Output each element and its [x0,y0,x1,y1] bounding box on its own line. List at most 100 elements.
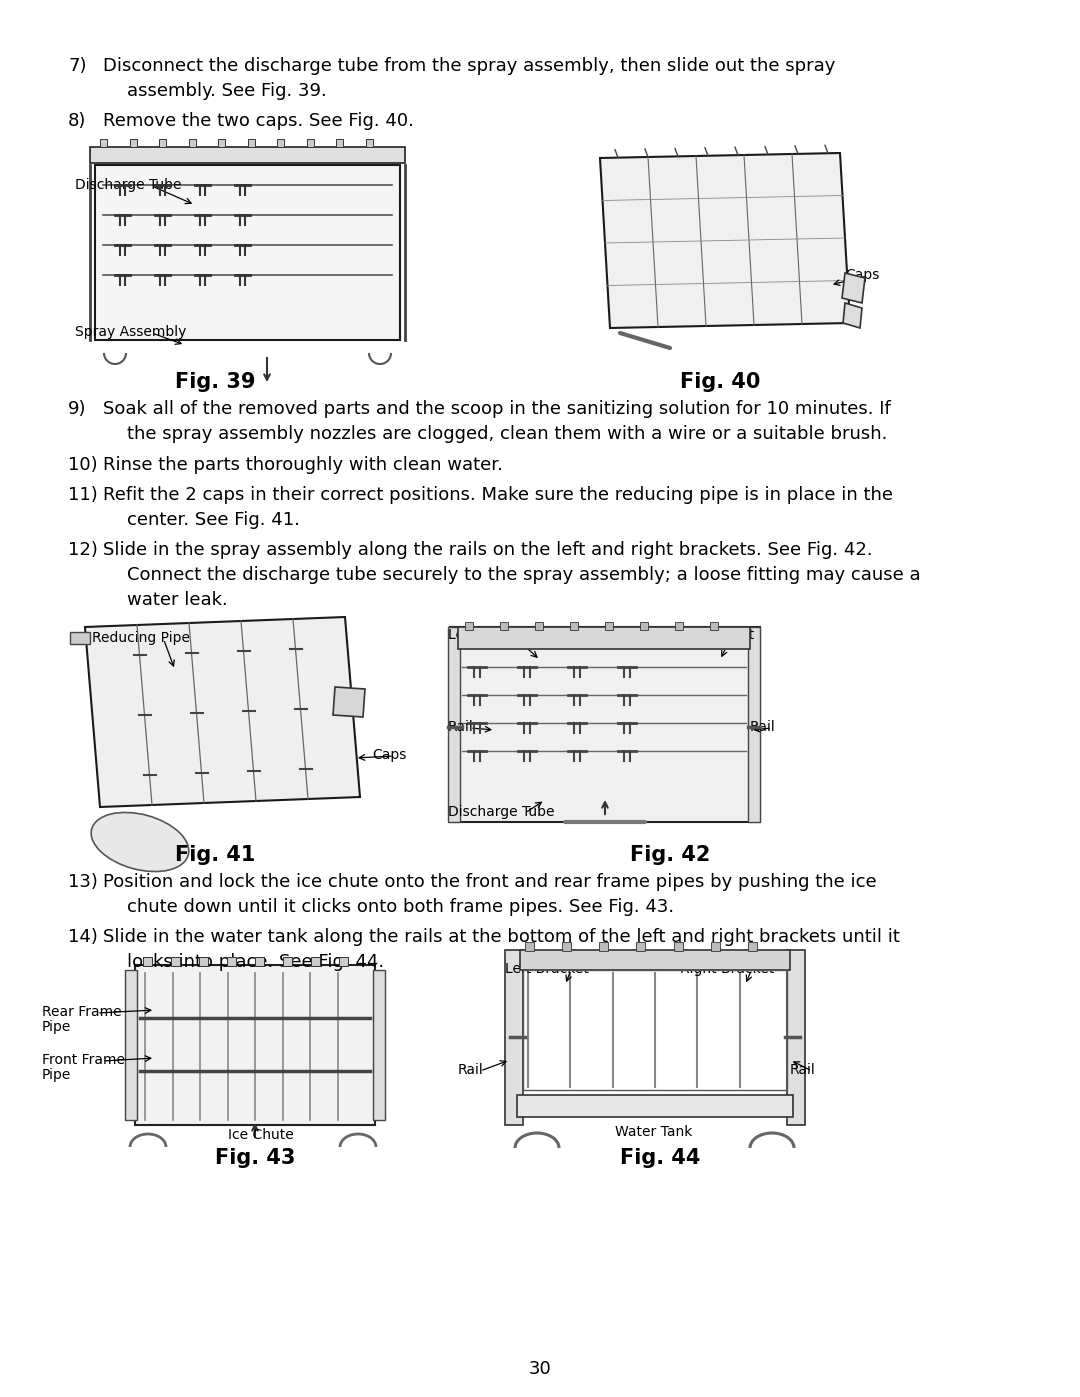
Bar [448,627,460,821]
Bar [171,957,180,965]
Text: Rail: Rail [750,719,775,733]
Text: Pipe: Pipe [42,1067,71,1083]
Bar [100,138,107,147]
Text: Slide in the water tank along the rails at the bottom of the left and right brac: Slide in the water tank along the rails … [103,928,900,946]
Text: Discharge Tube: Discharge Tube [75,177,181,191]
Bar [95,165,400,339]
Bar [605,622,613,630]
Bar [70,631,90,644]
Bar [748,627,760,821]
Text: Rail: Rail [789,1063,815,1077]
Text: chute down until it clicks onto both frame pipes. See Fig. 43.: chute down until it clicks onto both fra… [127,898,674,916]
Bar [563,942,571,951]
Text: 8): 8) [68,112,86,130]
Text: Fig. 41: Fig. 41 [175,845,255,865]
Bar [710,622,718,630]
Ellipse shape [91,813,189,872]
Text: Position and lock the ice chute onto the front and rear frame pipes by pushing t: Position and lock the ice chute onto the… [103,873,877,891]
Text: Refit the 2 caps in their correct positions. Make sure the reducing pipe is in p: Refit the 2 caps in their correct positi… [103,486,893,504]
Text: locks into place. See Fig. 44.: locks into place. See Fig. 44. [127,953,384,971]
Text: 11): 11) [68,486,98,504]
Bar [199,957,208,965]
Bar [519,950,789,970]
Text: Right Bracket: Right Bracket [680,963,774,977]
Polygon shape [85,617,360,807]
Text: 12): 12) [68,541,98,559]
Text: Fig. 42: Fig. 42 [630,845,711,865]
Bar [143,957,152,965]
Bar [336,138,343,147]
Text: Left Bracket: Left Bracket [448,629,531,643]
Bar [135,965,375,1125]
Text: Rear Frame: Rear Frame [42,1004,122,1018]
Bar [505,950,523,1125]
Text: Water Tank: Water Tank [615,1125,692,1139]
Text: assembly. See Fig. 39.: assembly. See Fig. 39. [127,82,327,101]
Bar [787,950,805,1125]
Text: Slide in the spray assembly along the rails on the left and right brackets. See : Slide in the spray assembly along the ra… [103,541,873,559]
Text: Fig. 39: Fig. 39 [175,372,255,393]
Bar [500,622,508,630]
Text: Reducing Pipe: Reducing Pipe [92,631,190,645]
Bar [365,138,373,147]
Bar [525,942,534,951]
Text: Front Frame: Front Frame [42,1053,125,1067]
Polygon shape [600,154,850,328]
Bar [247,138,255,147]
Text: Remove the two caps. See Fig. 40.: Remove the two caps. See Fig. 40. [103,112,414,130]
Bar [450,627,760,821]
Bar [465,622,473,630]
Text: Fig. 40: Fig. 40 [679,372,760,393]
Bar [339,957,348,965]
Bar [307,138,313,147]
Bar [218,138,225,147]
Text: Discharge Tube: Discharge Tube [448,805,554,819]
Text: 7): 7) [68,57,86,75]
Bar [674,942,683,951]
Text: center. See Fig. 41.: center. See Fig. 41. [127,511,300,529]
Text: Spray Assembly: Spray Assembly [75,326,187,339]
Bar [130,138,136,147]
Text: 14): 14) [68,928,98,946]
Bar [159,138,166,147]
Text: Rail: Rail [448,719,474,733]
Text: 10): 10) [68,455,97,474]
Bar [747,942,757,951]
Bar [189,138,195,147]
Text: Connect the discharge tube securely to the spray assembly; a loose fitting may c: Connect the discharge tube securely to t… [127,566,920,584]
Bar [283,957,292,965]
Bar [570,622,578,630]
Text: Soak all of the removed parts and the scoop in the sanitizing solution for 10 mi: Soak all of the removed parts and the sc… [103,400,891,418]
Polygon shape [842,272,865,303]
Text: the spray assembly nozzles are clogged, clean them with a wire or a suitable bru: the spray assembly nozzles are clogged, … [127,425,888,443]
Text: Caps: Caps [372,747,406,761]
Text: Fig. 44: Fig. 44 [620,1148,700,1168]
Text: Pipe: Pipe [42,1020,71,1034]
Bar [675,622,683,630]
Text: Right Bracket: Right Bracket [660,629,754,643]
Polygon shape [843,303,862,328]
Bar [523,970,787,1090]
Bar [640,622,648,630]
Bar [255,957,264,965]
Text: Left Bracket: Left Bracket [505,963,589,977]
Text: 9): 9) [68,400,86,418]
Bar [90,147,405,163]
Bar [517,1095,793,1118]
Polygon shape [333,687,365,717]
Bar [276,138,284,147]
Text: Rinse the parts thoroughly with clean water.: Rinse the parts thoroughly with clean wa… [103,455,503,474]
Text: Rail: Rail [458,1063,484,1077]
Bar [711,942,719,951]
Bar [636,942,646,951]
Bar [535,622,543,630]
Bar [227,957,237,965]
Bar [311,957,320,965]
Bar [373,970,384,1120]
Text: Fig. 43: Fig. 43 [215,1148,295,1168]
Bar [125,970,137,1120]
Text: water leak.: water leak. [127,591,228,609]
Text: Disconnect the discharge tube from the spray assembly, then slide out the spray: Disconnect the discharge tube from the s… [103,57,835,75]
Text: 30: 30 [528,1361,552,1377]
Bar [458,627,750,650]
